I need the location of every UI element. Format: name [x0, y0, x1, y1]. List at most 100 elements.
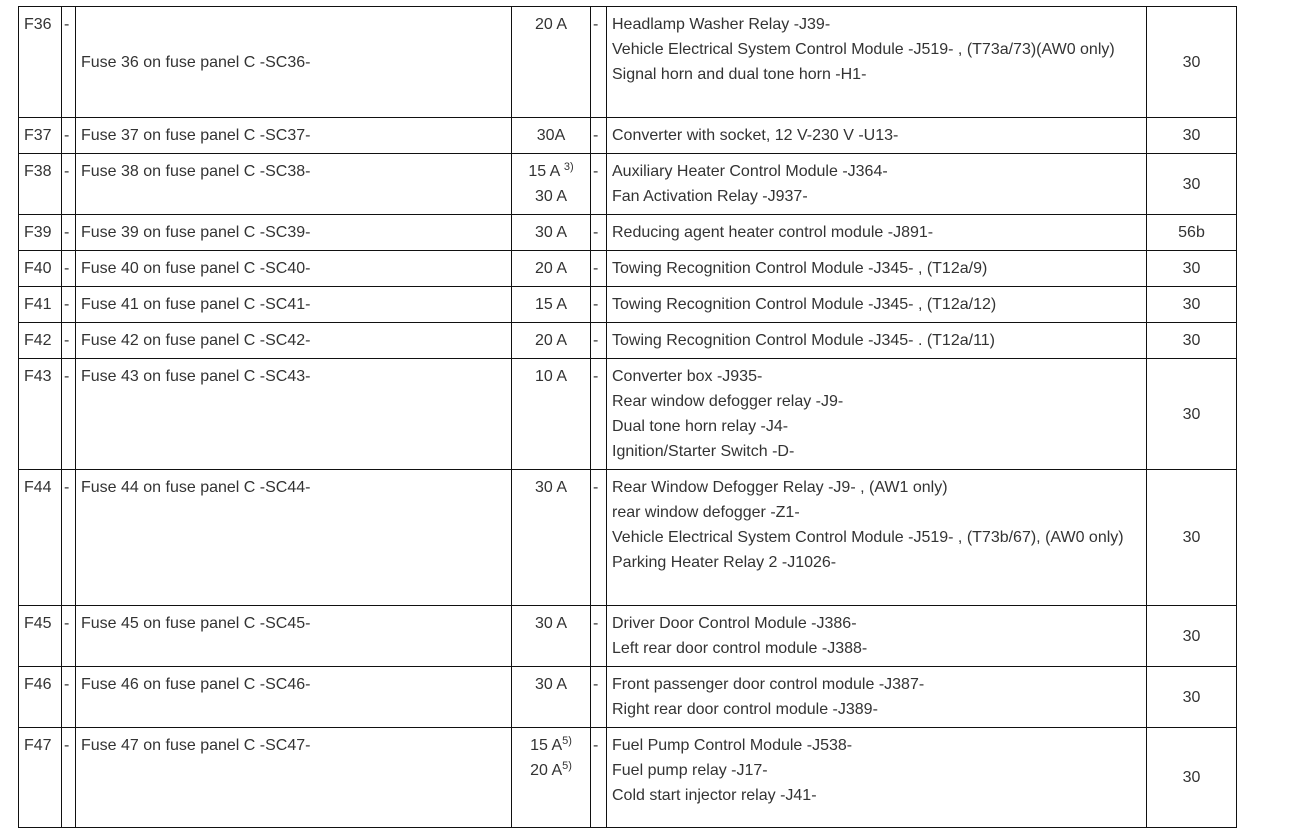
component-item: Converter with socket, 12 V-230 V -U13- — [612, 127, 899, 144]
amperage-text: 15 A — [528, 163, 564, 180]
terminal-cell: 56b — [1146, 214, 1237, 251]
fuse-id-cell: F36 — [18, 6, 62, 118]
dash-cell: - — [590, 666, 607, 728]
amperage-value: 20 A5) — [517, 758, 585, 783]
description-cell: Fuse 46 on fuse panel C -SC46- — [75, 666, 512, 728]
amperage-cell: 20 A — [511, 6, 591, 118]
amperage-value: 30A — [517, 123, 585, 148]
component-item: Ignition/Starter Switch -D- — [612, 443, 795, 460]
component-item: Fuel Pump Control Module -J538- — [612, 737, 853, 754]
amperage-cell: 15 A — [511, 286, 591, 323]
component-item: Auxiliary Heater Control Module -J364- — [612, 163, 888, 180]
amperage-value: 30 A — [517, 672, 585, 697]
component-item: rear window defogger -Z1- — [612, 504, 800, 521]
table-row: F39- Fuse 39 on fuse panel C -SC39- 30 A-R… — [18, 214, 1237, 251]
amperage-cell: 30 A — [511, 666, 591, 728]
fuse-id-cell: F46 — [18, 666, 62, 728]
components-cell: Towing Recognition Control Module -J345-… — [606, 250, 1147, 287]
table-row: F43- Fuse 43 on fuse panel C -SC43- 10 A-C… — [18, 358, 1237, 470]
table-row: F42- Fuse 42 on fuse panel C -SC42- 20 A-T… — [18, 322, 1237, 359]
components-cell: Towing Recognition Control Module -J345-… — [606, 286, 1147, 323]
terminal-cell: 30 — [1146, 727, 1237, 828]
amperage-text: 20 A — [534, 16, 568, 33]
dash-cell: - — [590, 214, 607, 251]
components-cell: Driver Door Control Module -J386- Left re… — [606, 605, 1147, 667]
dash-cell: - — [61, 117, 76, 154]
amperage-text: 30 A — [534, 224, 568, 241]
fuse-id-cell: F43 — [18, 358, 62, 470]
dash-cell: - — [590, 250, 607, 287]
amperage-value: 20 A — [517, 256, 585, 281]
table-row: F40- Fuse 40 on fuse panel C -SC40- 20 A-T… — [18, 250, 1237, 287]
fuse-id-cell: F40 — [18, 250, 62, 287]
amperage-text: 20 A — [530, 762, 563, 779]
component-item: Reducing agent heater control module -J8… — [612, 224, 934, 241]
amperage-cell: 30 A — [511, 469, 591, 606]
amperage-value: 30 A — [517, 220, 585, 245]
component-item: Headlamp Washer Relay -J39- — [612, 16, 831, 33]
table-row: F38- Fuse 38 on fuse panel C -SC38- 15 A 3… — [18, 153, 1237, 215]
fuse-id-cell: F37 — [18, 117, 62, 154]
component-item: Fuel pump relay -J17- — [612, 762, 768, 779]
amperage-text: 15 A — [534, 296, 568, 313]
components-cell: Front passenger door control module -J38… — [606, 666, 1147, 728]
fuse-id-cell: F39 — [18, 214, 62, 251]
fuse-table: F36- Fuse 36 on fuse panel C -SC36- 20 A-H… — [18, 6, 1237, 828]
terminal-cell: 30 — [1146, 117, 1237, 154]
dash-cell: - — [590, 727, 607, 828]
amperage-cell: 15 A5) 20 A5) — [511, 727, 591, 828]
dash-cell: - — [590, 322, 607, 359]
dash-cell: - — [590, 286, 607, 323]
description-cell: Fuse 43 on fuse panel C -SC43- — [75, 358, 512, 470]
dash-cell: - — [61, 358, 76, 470]
terminal-cell: 30 — [1146, 286, 1237, 323]
component-item: Rear Window Defogger Relay -J9- , (AW1 o… — [612, 479, 948, 496]
table-row: F45- Fuse 45 on fuse panel C -SC45- 30 A-D… — [18, 605, 1237, 667]
component-item: Right rear door control module -J389- — [612, 701, 878, 718]
amperage-cell: 20 A — [511, 250, 591, 287]
components-cell: Fuel Pump Control Module -J538- Fuel pump… — [606, 727, 1147, 828]
component-item: Left rear door control module -J388- — [612, 640, 868, 657]
terminal-cell: 30 — [1146, 605, 1237, 667]
dash-cell: - — [61, 605, 76, 667]
component-item: Fan Activation Relay -J937- — [612, 188, 808, 205]
component-item: Towing Recognition Control Module -J345-… — [612, 260, 988, 277]
amperage-cell: 30 A — [511, 214, 591, 251]
components-cell: Converter with socket, 12 V-230 V -U13- — [606, 117, 1147, 154]
component-item: Cold start injector relay -J41- — [612, 787, 817, 804]
table-row: F36- Fuse 36 on fuse panel C -SC36- 20 A-H… — [18, 6, 1237, 118]
dash-cell: - — [61, 322, 76, 359]
table-row: F46- Fuse 46 on fuse panel C -SC46- 30 A-F… — [18, 666, 1237, 728]
dash-cell: - — [590, 469, 607, 606]
footnote-ref: 5) — [562, 735, 572, 747]
description-cell: Fuse 39 on fuse panel C -SC39- — [75, 214, 512, 251]
amperage-text: 20 A — [534, 332, 568, 349]
footnote-ref: 5) — [562, 760, 572, 772]
dash-cell: - — [61, 469, 76, 606]
amperage-text: 15 A — [530, 737, 563, 754]
amperage-text: 10 A — [534, 368, 568, 385]
amperage-cell: 15 A 3) 30 A — [511, 153, 591, 215]
component-item: Driver Door Control Module -J386- — [612, 615, 857, 632]
amperage-value: 20 A — [517, 12, 585, 37]
amperage-value: 15 A5) — [517, 733, 585, 758]
component-item: Towing Recognition Control Module -J345-… — [612, 296, 997, 313]
dash-cell: - — [61, 666, 76, 728]
amperage-cell: 20 A — [511, 322, 591, 359]
fuse-id-cell: F44 — [18, 469, 62, 606]
component-item: Towing Recognition Control Module -J345-… — [612, 332, 996, 349]
description-cell: Fuse 44 on fuse panel C -SC44- — [75, 469, 512, 606]
dash-cell: - — [61, 6, 76, 118]
description-cell: Fuse 37 on fuse panel C -SC37- — [75, 117, 512, 154]
table-row: F37- Fuse 37 on fuse panel C -SC37- 30A - Co… — [18, 117, 1237, 154]
description-cell: Fuse 36 on fuse panel C -SC36- — [75, 6, 512, 118]
dash-cell: - — [590, 117, 607, 154]
table-row: F47- Fuse 47 on fuse panel C -SC47- 15 A5)… — [18, 727, 1237, 828]
terminal-cell: 30 — [1146, 250, 1237, 287]
amperage-cell: 10 A — [511, 358, 591, 470]
amperage-cell: 30A — [511, 117, 591, 154]
component-item: Front passenger door control module -J38… — [612, 676, 925, 693]
terminal-cell: 30 — [1146, 6, 1237, 118]
description-cell: Fuse 47 on fuse panel C -SC47- — [75, 727, 512, 828]
component-item: Dual tone horn relay -J4- — [612, 418, 789, 435]
